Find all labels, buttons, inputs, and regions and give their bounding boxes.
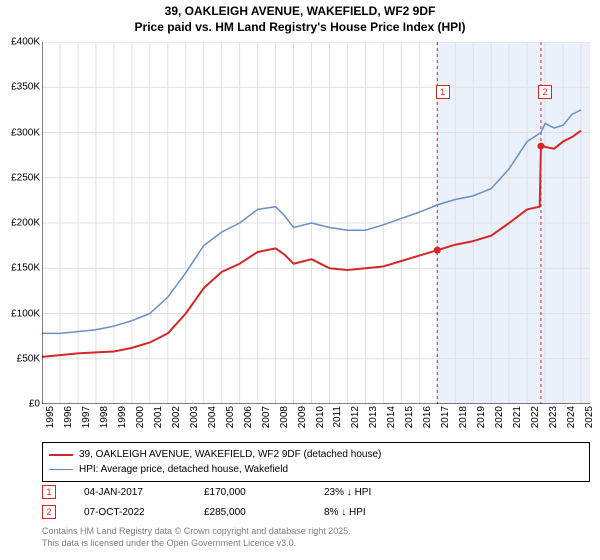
legend-label-2: HPI: Average price, detached house, Wake… [79,462,288,477]
xtick-label: 2025 [584,406,595,428]
ytick-label: £400K [11,37,40,48]
ytick-label: £200K [11,218,40,229]
footnote-line2: This data is licensed under the Open Gov… [42,538,296,548]
marker-delta-2: 8% ↓ HPI [324,507,444,518]
marker-badge-2: 2 [42,505,56,519]
marker-date-1: 04-JAN-2017 [84,487,204,498]
ytick-label: £100K [11,308,40,319]
footnote-line1: Contains HM Land Registry data © Crown c… [42,526,351,536]
xtick-label: 2021 [512,406,523,428]
xtick-label: 1999 [117,406,128,428]
xtick-label: 2020 [494,406,505,428]
ytick-label: £150K [11,263,40,274]
xtick-label: 2017 [440,406,451,428]
marker-date-2: 07-OCT-2022 [84,507,204,518]
legend-swatch-1 [49,454,73,456]
legend-row-2: HPI: Average price, detached house, Wake… [49,462,583,477]
ytick-label: £250K [11,172,40,183]
xtick-label: 2002 [171,406,182,428]
legend-row-1: 39, OAKLEIGH AVENUE, WAKEFIELD, WF2 9DF … [49,447,583,462]
xtick-label: 2006 [243,406,254,428]
xtick-label: 2022 [530,406,541,428]
chart-annotation-badge: 1 [436,85,450,99]
title-line1: 39, OAKLEIGH AVENUE, WAKEFIELD, WF2 9DF [165,4,436,18]
ytick-label: £50K [17,353,40,364]
xtick-label: 2008 [279,406,290,428]
xtick-label: 2014 [386,406,397,428]
xtick-label: 2000 [135,406,146,428]
xtick-label: 2010 [315,406,326,428]
xtick-label: 2018 [458,406,469,428]
xtick-label: 2001 [153,406,164,428]
marker-badge-1: 1 [42,485,56,499]
ytick-label: £350K [11,82,40,93]
marker-table: 1 04-JAN-2017 £170,000 23% ↓ HPI 2 07-OC… [42,482,444,522]
title-line2: Price paid vs. HM Land Registry's House … [135,20,466,34]
legend-label-1: 39, OAKLEIGH AVENUE, WAKEFIELD, WF2 9DF … [79,447,381,462]
xtick-label: 1998 [99,406,110,428]
marker-delta-1: 23% ↓ HPI [324,487,444,498]
footnote: Contains HM Land Registry data © Crown c… [42,526,351,549]
xtick-label: 2013 [368,406,379,428]
xtick-label: 2011 [332,406,343,428]
xtick-label: 2016 [422,406,433,428]
marker-row-1: 1 04-JAN-2017 £170,000 23% ↓ HPI [42,482,444,502]
xtick-label: 2023 [548,406,559,428]
xtick-label: 2005 [225,406,236,428]
xtick-label: 1995 [45,406,56,428]
xtick-label: 2015 [404,406,415,428]
xtick-label: 2004 [207,406,218,428]
marker-price-2: £285,000 [204,507,324,518]
xtick-label: 2024 [566,406,577,428]
xtick-label: 2012 [350,406,361,428]
chart-title: 39, OAKLEIGH AVENUE, WAKEFIELD, WF2 9DF … [0,0,600,35]
legend-swatch-2 [49,469,73,470]
chart-annotation-badge: 2 [538,85,552,99]
ytick-label: £300K [11,127,40,138]
xtick-label: 2007 [261,406,272,428]
chart-svg [42,42,590,404]
xtick-label: 1996 [63,406,74,428]
chart-area [42,42,590,404]
xtick-label: 2019 [476,406,487,428]
marker-price-1: £170,000 [204,487,324,498]
xtick-label: 1997 [81,406,92,428]
legend-box: 39, OAKLEIGH AVENUE, WAKEFIELD, WF2 9DF … [42,442,590,482]
marker-row-2: 2 07-OCT-2022 £285,000 8% ↓ HPI [42,502,444,522]
xtick-label: 2003 [189,406,200,428]
ytick-label: £0 [29,399,40,410]
xtick-label: 2009 [297,406,308,428]
